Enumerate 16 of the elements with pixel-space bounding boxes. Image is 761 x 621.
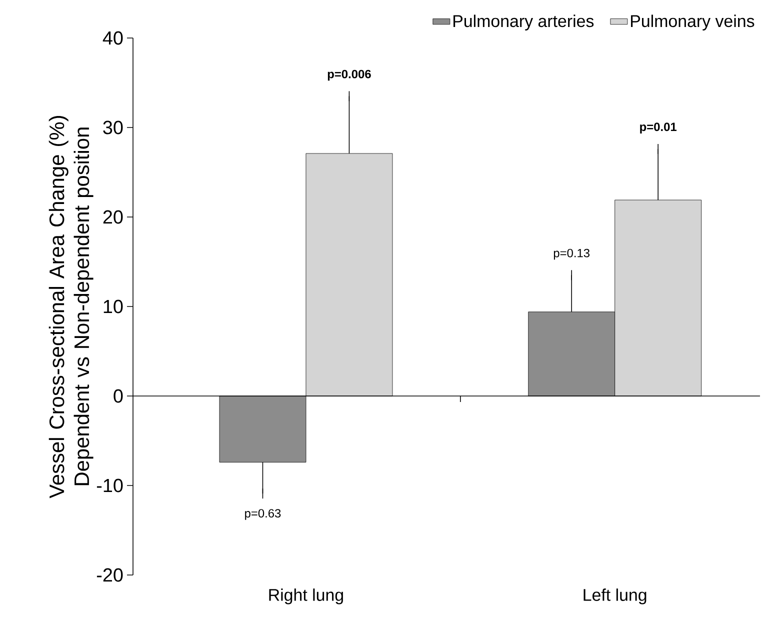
x-tick-label: Right lung [269, 588, 343, 604]
y-tick-label: 40 [102, 31, 123, 45]
annotation: p=0.63 [245, 509, 281, 520]
y-tick-label: -10 [96, 478, 123, 492]
y-tick-label: -20 [96, 568, 123, 582]
y-tick-label: 0 [114, 389, 123, 403]
annotation: p=0.006 [328, 70, 371, 81]
annotation: p=0.01 [640, 122, 677, 134]
y-tick-label: 10 [104, 300, 123, 314]
legend-label: Pulmonary arteries [453, 14, 594, 30]
y-tick-label: 30 [103, 120, 123, 134]
y-axis-title: Vessel Cross-sectional Area Change (%) Dependent vs Non-dependent position [48, 116, 94, 498]
x-tick-label: Left lung [584, 588, 646, 604]
annotation: p=0.13 [554, 248, 590, 260]
legend-label: Pulmonary veins [631, 14, 754, 30]
y-tick-label: 20 [103, 210, 123, 224]
